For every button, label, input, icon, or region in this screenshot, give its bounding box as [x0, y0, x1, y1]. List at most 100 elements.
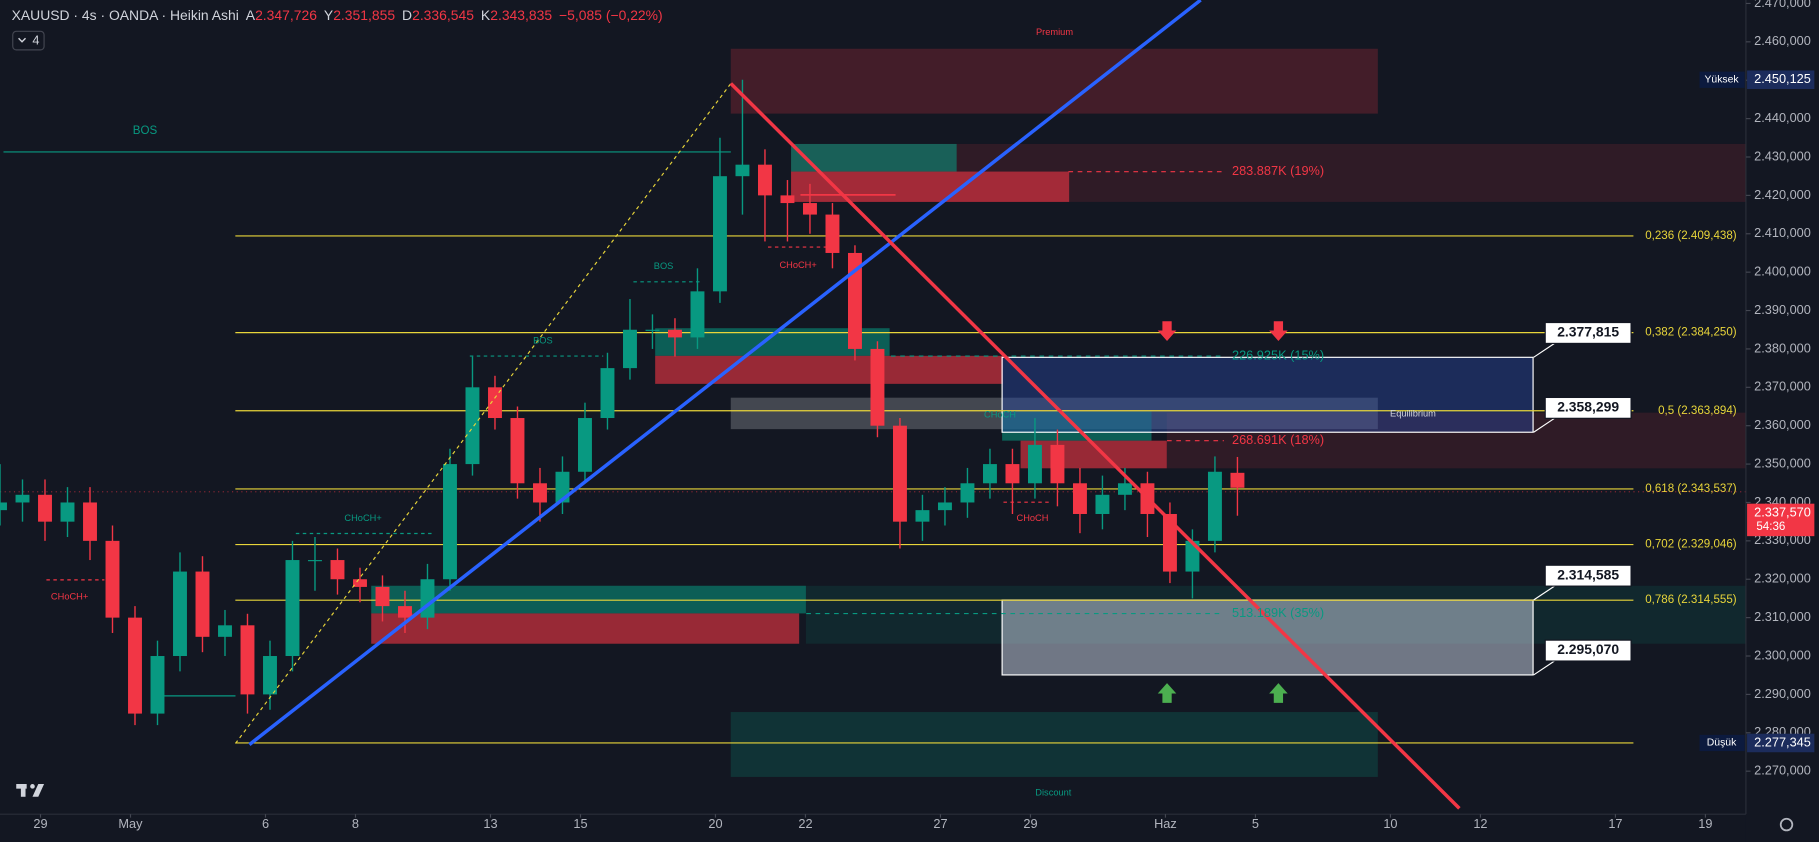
candle-body — [1072, 483, 1087, 514]
y-tick-label: 2.290,000 — [1754, 686, 1811, 701]
candle-body — [0, 502, 7, 511]
candle-body — [825, 214, 840, 253]
logo — [16, 784, 45, 797]
symbol: XAUUSD · 4s · OANDA · Heikin Ashi — [12, 7, 239, 23]
y-tick-label: 2.470,000 — [1754, 0, 1811, 10]
candle-body — [128, 617, 142, 714]
candle-body — [847, 252, 862, 349]
y-tick-label: 2.320,000 — [1754, 571, 1811, 586]
tag-name: Düşük — [1707, 738, 1737, 749]
down-arrow — [1157, 321, 1177, 341]
tag-connector — [1533, 417, 1555, 433]
candle-body — [960, 483, 975, 503]
candle-body — [533, 483, 547, 503]
structure-label: CHoCH+ — [779, 260, 816, 270]
tag-name-box — [1699, 734, 1745, 752]
logo-part — [20, 784, 26, 797]
candle-body — [1207, 471, 1222, 541]
y-tick-label: 2.460,000 — [1754, 33, 1811, 48]
candle-body — [285, 560, 300, 657]
down-arrow — [1269, 321, 1288, 341]
y-tick-label: 2.350,000 — [1754, 455, 1811, 470]
tag-value: 2.277,345 — [1754, 734, 1811, 749]
trend-line — [729, 82, 1461, 810]
candle-body — [1117, 483, 1132, 495]
zones — [371, 48, 1746, 777]
candle-body — [398, 606, 412, 618]
candle-body — [105, 540, 120, 618]
candle-body — [870, 348, 885, 426]
candle-body — [443, 464, 457, 580]
quote-key: A — [246, 7, 256, 23]
volume-label: 283.887K (19%) — [1232, 163, 1324, 178]
zone — [655, 355, 1004, 384]
candle-body — [263, 656, 277, 695]
candle-body — [668, 329, 682, 338]
tag-connector — [1533, 585, 1555, 601]
structure-label: CHoCH — [984, 410, 1016, 420]
tag-box — [1544, 639, 1632, 662]
header: XAUUSD · 4s · OANDA · Heikin Ashi A2.347,… — [12, 7, 663, 23]
up-arrow — [1269, 683, 1288, 703]
candle-body — [780, 195, 795, 204]
x-tick-label: 19 — [1698, 816, 1712, 831]
price-tags: 2.377,815 2.358,299 2.314,585 2.295,070 Yüks… — [1533, 70, 1815, 753]
indicator-badge[interactable] — [12, 30, 45, 51]
volume-labels: 283.887K (19%) 226.925K (15%) 268.691K (… — [1232, 163, 1324, 620]
candle-body — [420, 579, 435, 618]
candle-body — [1095, 494, 1110, 514]
candle-body — [735, 164, 750, 177]
tag-box — [1544, 564, 1632, 587]
zone-label: Equilibrium — [1390, 408, 1436, 418]
y-tick-label: 2.390,000 — [1754, 302, 1811, 317]
chevron[interactable] — [18, 37, 27, 43]
quote-value: 2.351,855 — [333, 7, 395, 23]
y-tick-label: 2.400,000 — [1754, 264, 1811, 279]
tag-box — [1544, 321, 1632, 344]
structure-label: BOS — [654, 261, 674, 271]
up-arrow — [1157, 683, 1177, 703]
zone — [791, 143, 957, 172]
zone — [730, 48, 1378, 114]
trend-line — [248, 0, 1202, 746]
zone-label: Premium — [1036, 27, 1073, 37]
candle-body — [892, 425, 907, 522]
trend-lines — [235, 0, 1461, 810]
fib-levels: 0,236 (2.409,438) 0,382 (2.384,250) 0,5 (2… — [235, 230, 1737, 749]
zone — [1166, 412, 1746, 469]
candle-body — [465, 387, 480, 465]
x-tick-label: 22 — [798, 816, 812, 831]
candle-body — [803, 203, 817, 215]
volume-label: 268.691K (18%) — [1232, 432, 1324, 447]
candle-body — [38, 494, 52, 522]
y-tick-label: 2.410,000 — [1754, 225, 1811, 240]
settings-icon[interactable] — [1779, 817, 1794, 832]
zone-labels: Premium Equilibrium Discount — [1035, 27, 1436, 798]
candle-body — [915, 510, 930, 522]
logo-part — [30, 784, 35, 789]
indicator-toggle[interactable]: 4 — [12, 30, 45, 51]
candle-body — [1005, 464, 1020, 484]
tag-box — [1544, 396, 1632, 419]
fib-label: 0,5 (2.363,894) — [1658, 405, 1737, 417]
indicator-count[interactable]: 4 — [32, 33, 39, 48]
candle-body — [578, 418, 592, 472]
x-tick-label: 15 — [573, 816, 587, 831]
zone-label: Discount — [1035, 788, 1071, 798]
arrows — [1157, 321, 1288, 703]
tag-value-box — [1747, 70, 1815, 90]
zone — [371, 613, 800, 644]
x-tick-label: 27 — [933, 816, 947, 831]
tag-label: 2.358,299 — [1557, 399, 1619, 415]
candle-body — [353, 579, 367, 587]
candle-body — [982, 464, 997, 484]
candle-body — [308, 560, 322, 562]
quote-key: K — [481, 7, 491, 23]
candles — [0, 79, 1245, 726]
x-tick-label: Haz — [1154, 816, 1177, 831]
x-tick-label: 6 — [262, 816, 269, 831]
x-tick-label: 29 — [1023, 816, 1037, 831]
structure-label: BOS — [533, 335, 553, 345]
y-tick-label: 2.430,000 — [1754, 148, 1811, 163]
